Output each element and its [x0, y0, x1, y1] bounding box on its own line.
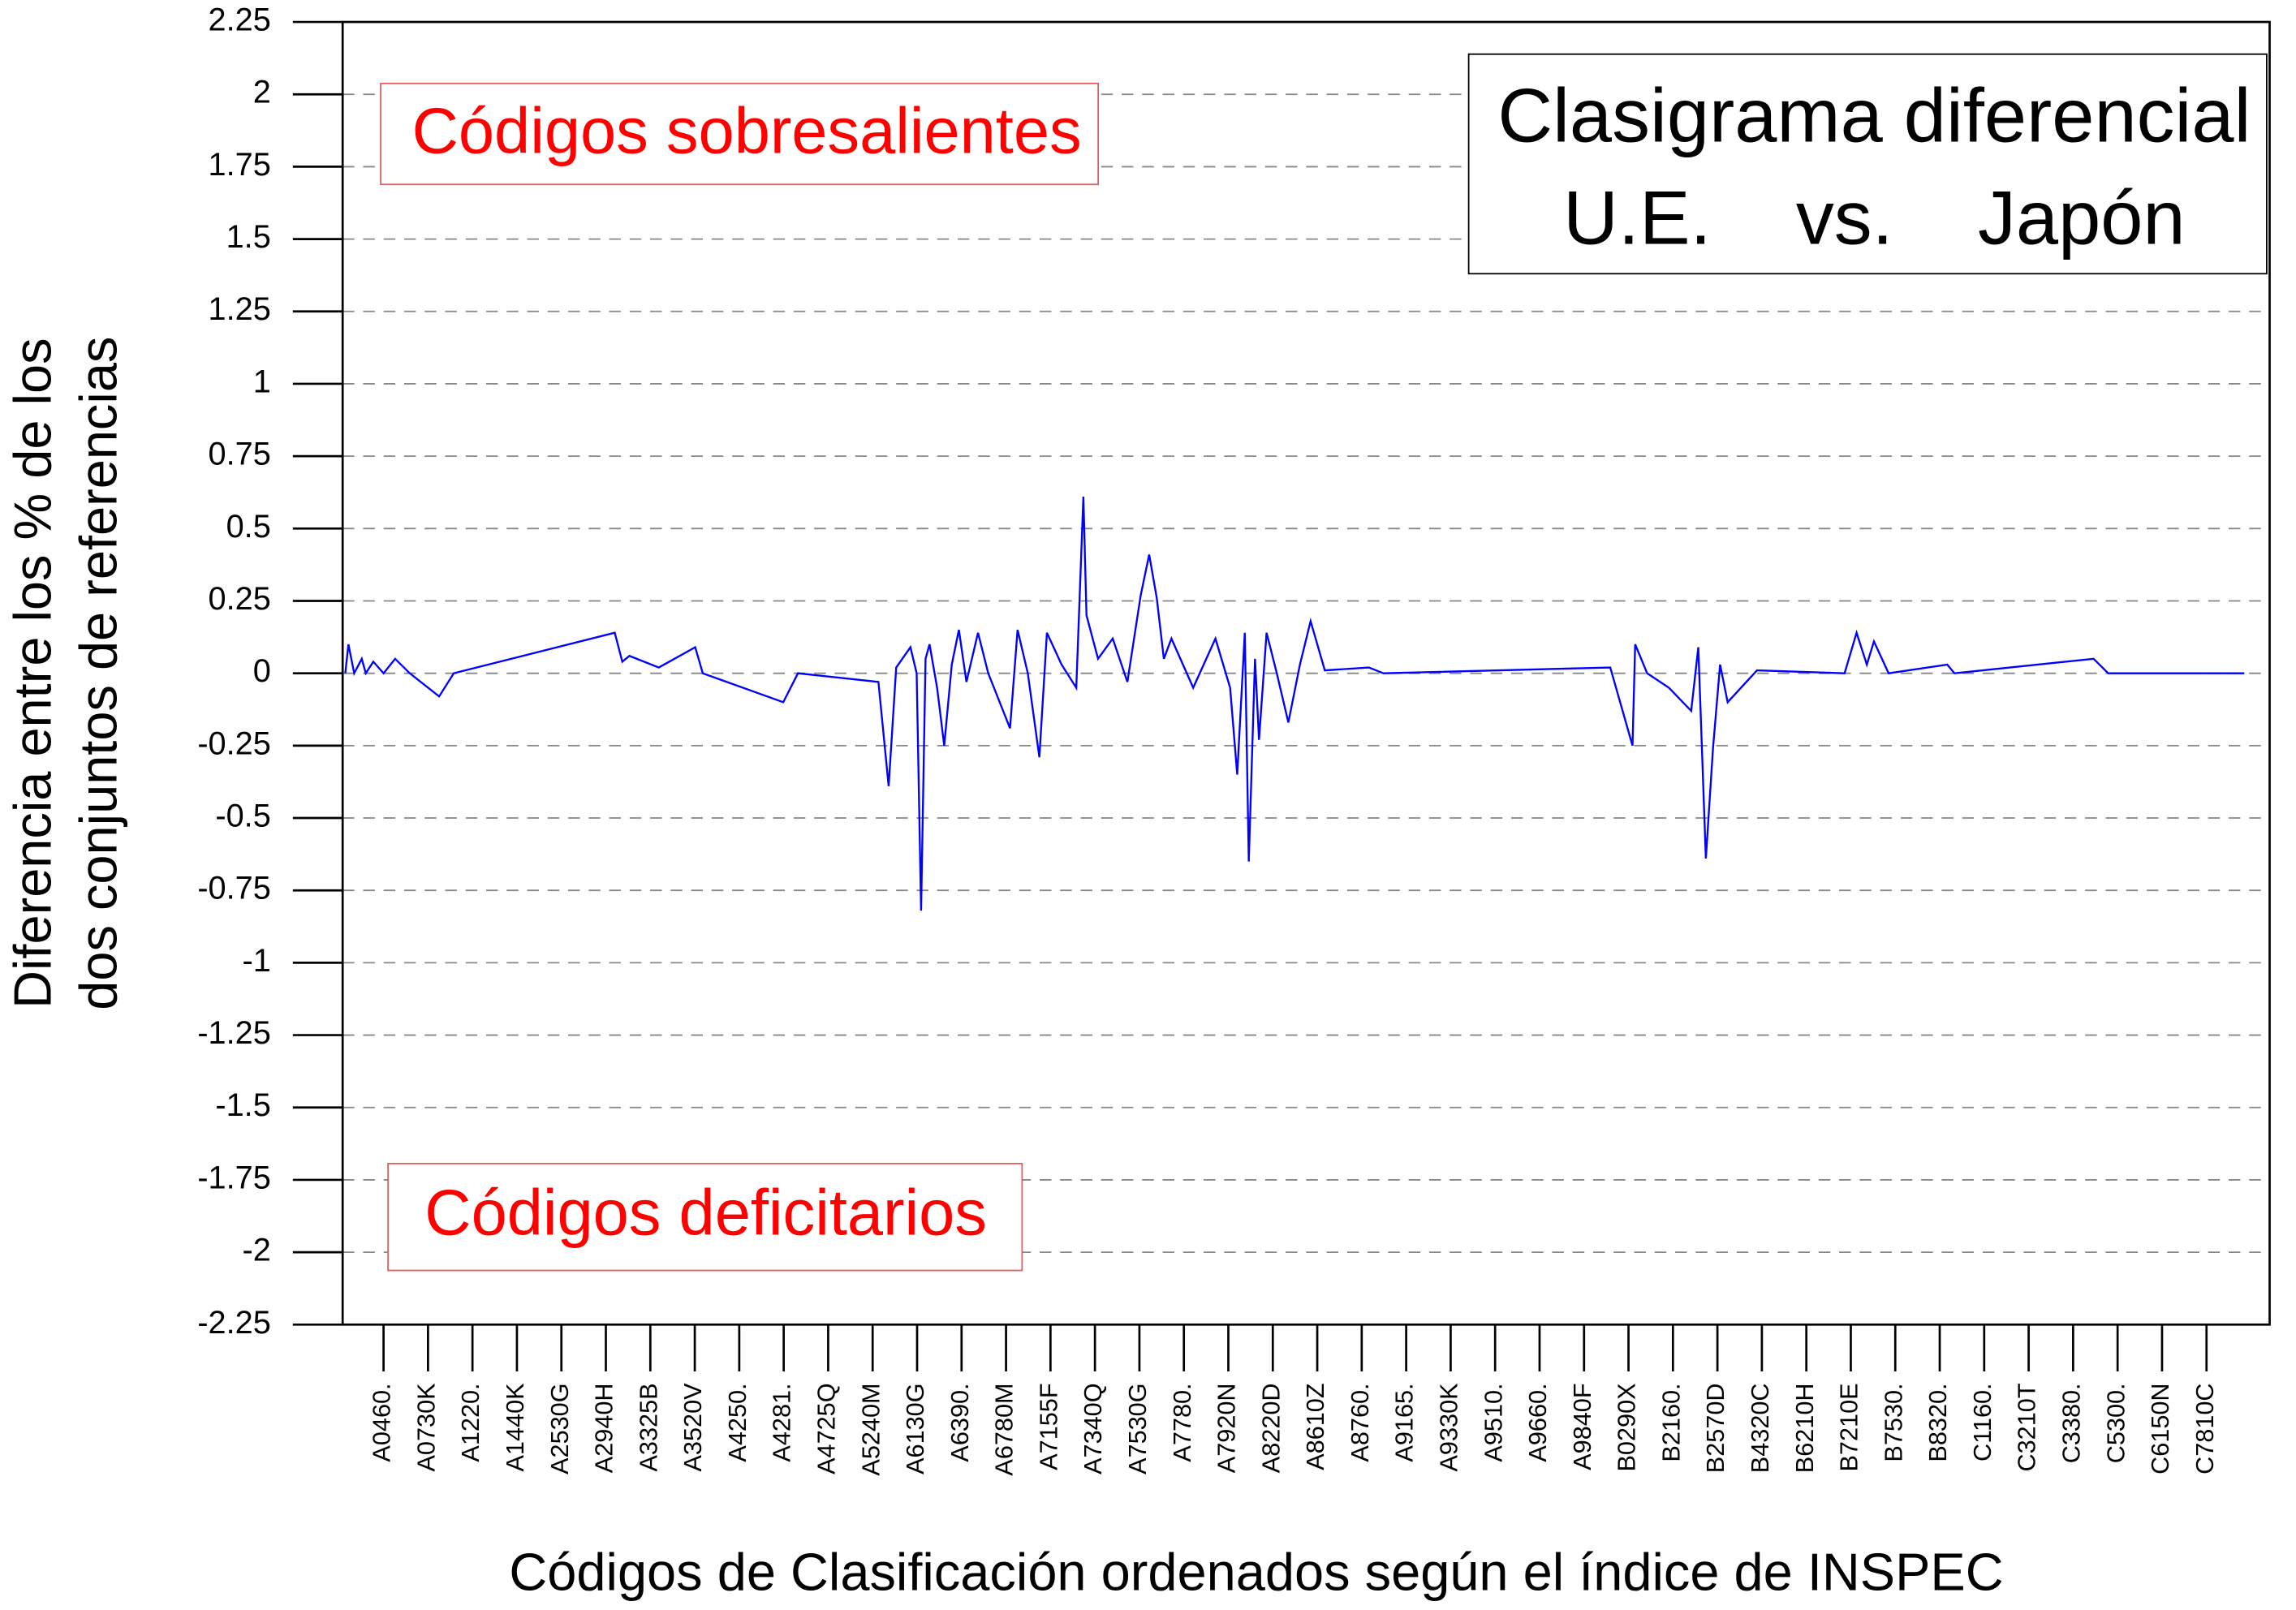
x-tick-label: A2940H: [591, 1383, 618, 1473]
y-axis-label: Diferencia entre los % de los: [2, 338, 62, 1008]
x-tick-label: C5300.: [2102, 1383, 2130, 1463]
x-tick-label: A8220D: [1257, 1383, 1285, 1473]
x-tick-label: C6150N: [2147, 1383, 2174, 1474]
x-tick-label: A7530G: [1124, 1383, 1152, 1474]
x-tick-label: A7155F: [1035, 1383, 1062, 1470]
y-tick-label: 0.75: [209, 437, 271, 472]
x-tick-label: A8760.: [1346, 1383, 1374, 1461]
x-tick-label: A2530G: [546, 1383, 574, 1474]
y-tick-label: 0.5: [226, 509, 271, 545]
x-tick-label: A0460.: [368, 1383, 396, 1461]
x-tick-label: A6780M: [991, 1383, 1019, 1475]
x-axis-label: Códigos de Clasificación ordenados según…: [509, 1543, 2003, 1602]
y-tick-label: 2.25: [209, 2, 271, 38]
annotation-box: [387, 1162, 1023, 1272]
x-tick-label: A9660.: [1524, 1383, 1552, 1461]
y-tick-label: 2: [253, 75, 271, 110]
y-axis-label: dos conjuntos de referencias: [68, 337, 127, 1010]
y-tick-label: -2: [242, 1233, 270, 1268]
x-tick-label: B2570D: [1702, 1383, 1730, 1473]
x-tick-label: A5240M: [857, 1383, 885, 1475]
annotation: Códigos deficitarios: [424, 1177, 987, 1249]
x-tick-label: B7210E: [1836, 1383, 1863, 1471]
x-tick-label: A8610Z: [1302, 1383, 1329, 1470]
x-tick-label: B0290X: [1613, 1383, 1641, 1471]
x-tick-label: C3210T: [2014, 1383, 2041, 1471]
x-tick-label: B4320C: [1747, 1383, 1774, 1473]
x-tick-label: A9330K: [1435, 1383, 1462, 1472]
data-line: [344, 497, 2245, 911]
chart-title: Clasigrama diferencial: [1497, 72, 2251, 157]
x-tick-label: B2160.: [1657, 1383, 1685, 1461]
x-tick-label: A9165.: [1391, 1383, 1419, 1461]
x-tick-label: A7340Q: [1079, 1383, 1107, 1474]
x-tick-label: A9840F: [1569, 1383, 1596, 1470]
title-box: [1467, 53, 2268, 275]
y-tick-label: 0: [253, 653, 271, 689]
y-tick-label: 1: [253, 364, 271, 399]
x-tick-label: A7920N: [1213, 1383, 1241, 1473]
x-tick-label: A4250.: [724, 1383, 752, 1461]
x-tick-label: A3325B: [635, 1383, 662, 1471]
y-tick-label: -0.75: [197, 871, 270, 906]
x-tick-label: A6130G: [902, 1383, 929, 1474]
x-tick-label: C3380.: [2057, 1383, 2085, 1463]
y-tick-label: -1.75: [197, 1160, 270, 1195]
chart-title: U.E. vs. Japón: [1563, 175, 2185, 260]
y-tick-label: 0.25: [209, 581, 271, 617]
x-tick-label: A0730K: [412, 1383, 440, 1472]
annotation: Códigos sobresalientes: [412, 95, 1082, 167]
x-tick-label: A4281.: [769, 1383, 796, 1461]
x-tick-label: A4725Q: [813, 1383, 841, 1474]
y-tick-label: 1.25: [209, 291, 271, 327]
x-tick-label: A7780.: [1169, 1383, 1196, 1461]
y-tick-label: -1: [242, 943, 270, 979]
y-tick-label: -1.25: [197, 1015, 270, 1051]
y-tick-label: -0.5: [215, 799, 270, 834]
y-tick-label: 1.75: [209, 147, 271, 183]
y-tick-label: 1.5: [226, 219, 271, 255]
x-tick-label: A6390.: [946, 1383, 974, 1461]
x-tick-label: A1220.: [457, 1383, 485, 1461]
x-tick-label: A1440K: [502, 1383, 529, 1472]
x-tick-label: B6210H: [1791, 1383, 1819, 1473]
x-tick-label: A9510.: [1480, 1383, 1507, 1461]
x-tick-label: B7530.: [1880, 1383, 1907, 1461]
y-tick-label: -1.5: [215, 1087, 270, 1123]
y-tick-label: -0.25: [197, 725, 270, 761]
x-tick-label: C1160.: [1969, 1383, 1997, 1461]
x-tick-label: B8320.: [1924, 1383, 1952, 1461]
x-tick-label: C7810C: [2191, 1383, 2219, 1474]
annotation-box: [380, 82, 1100, 186]
y-tick-label: -2.25: [197, 1305, 270, 1341]
x-tick-label: A3520V: [679, 1383, 707, 1472]
